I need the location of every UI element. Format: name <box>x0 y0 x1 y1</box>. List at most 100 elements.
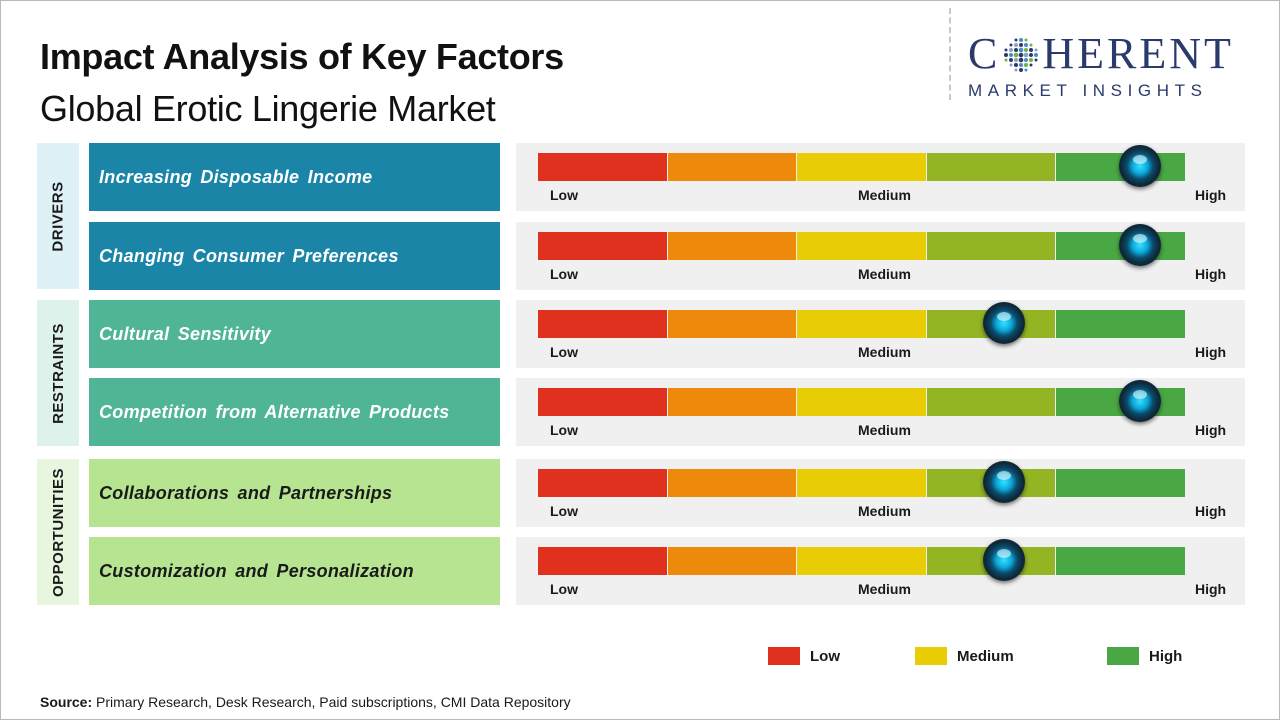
scale-label-low: Low <box>550 581 578 597</box>
logo-dot <box>1014 68 1018 72</box>
impact-marker <box>983 302 1026 344</box>
scale-label-low: Low <box>550 187 578 203</box>
logo-dot <box>1019 67 1024 72</box>
group-label-opportunities: OPPORTUNITIES <box>37 459 79 605</box>
source-label: Source: <box>40 694 93 710</box>
logo-dot <box>1019 42 1024 47</box>
scale-label-low: Low <box>550 266 578 282</box>
logo-dot <box>1024 57 1029 62</box>
factor-label: Customization and Personalization <box>89 537 500 605</box>
logo-dot <box>1019 47 1024 53</box>
gauge-segment <box>667 153 796 181</box>
legend-label-low: Low <box>810 647 840 665</box>
logo-dot <box>1009 52 1014 57</box>
scale-label-high: High <box>1195 422 1227 438</box>
scale-label-medium: Medium <box>858 187 911 203</box>
factor-label: Cultural Sensitivity <box>89 300 500 368</box>
group-label-text: DRIVERS <box>49 180 67 252</box>
logo-dot <box>1019 57 1024 63</box>
scale-label-high: High <box>1195 581 1227 597</box>
logo-tagline: MARKET INSIGHTS <box>968 80 1208 100</box>
source-note: Source: Primary Research, Desk Research,… <box>40 694 571 710</box>
logo-dot <box>1009 47 1014 52</box>
scale-label-low: Low <box>550 344 578 360</box>
logo-dot <box>1014 62 1019 67</box>
scale-label-high: High <box>1195 187 1227 203</box>
legend-swatch-medium <box>915 647 947 665</box>
impact-gauge: Low Medium High <box>516 143 1245 211</box>
impact-marker <box>983 461 1026 503</box>
legend-swatch-low <box>768 647 800 665</box>
gauge-segment <box>797 388 926 416</box>
factor-label: Changing Consumer Preferences <box>89 222 500 290</box>
group-label-text: OPPORTUNITIES <box>49 467 67 597</box>
logo-dot <box>1029 47 1034 52</box>
logo-dot <box>1014 52 1019 58</box>
logo-dot <box>1009 43 1013 47</box>
logo-dot <box>1004 52 1009 57</box>
logo-dot <box>1029 52 1034 57</box>
logo-dot <box>1009 57 1014 62</box>
scale-label-medium: Medium <box>858 266 911 282</box>
gauge-segment <box>538 310 667 338</box>
scale-label-low: Low <box>550 503 578 519</box>
source-text: Primary Research, Desk Research, Paid su… <box>92 694 571 710</box>
company-logo: C HERENT MARKET INSIGHTS <box>968 32 1263 102</box>
gauge-segment <box>926 232 1055 260</box>
gauge-segment <box>926 388 1055 416</box>
logo-dot <box>1009 63 1013 67</box>
logo-dots-icon <box>1004 37 1039 72</box>
logo-dot <box>1029 43 1033 47</box>
factor-label: Increasing Disposable Income <box>89 143 500 211</box>
logo-dot <box>1019 37 1024 42</box>
gauge-segment <box>667 388 796 416</box>
impact-marker <box>1119 380 1162 422</box>
logo-dot <box>1004 58 1008 62</box>
gauge-segment <box>797 153 926 181</box>
gauge-segment <box>538 232 667 260</box>
logo-divider <box>949 8 951 100</box>
logo-dot <box>1014 57 1019 62</box>
gauge-segment <box>1056 547 1185 575</box>
impact-marker <box>1119 145 1162 187</box>
legend-label-high: High <box>1149 647 1183 665</box>
scale-label-medium: Medium <box>858 422 911 438</box>
gauge-segment <box>797 310 926 338</box>
logo-dot <box>1024 42 1029 47</box>
legend-item-medium: Medium <box>915 647 1014 665</box>
gauge-segment <box>538 388 667 416</box>
gauge-segment <box>797 469 926 497</box>
logo-dot <box>1034 48 1038 52</box>
factor-label: Competition from Alternative Products <box>89 378 500 446</box>
logo-dot <box>1034 52 1039 57</box>
impact-gauge: Low Medium High <box>516 300 1245 368</box>
impact-gauge: Low Medium High <box>516 222 1245 290</box>
gauge-segment <box>1056 310 1185 338</box>
impact-marker <box>983 539 1026 581</box>
scale-label-high: High <box>1195 266 1227 282</box>
scale-label-medium: Medium <box>858 503 911 519</box>
impact-gauge: Low Medium High <box>516 459 1245 527</box>
scale-label-high: High <box>1195 503 1227 519</box>
logo-letter-c: C <box>968 29 1001 78</box>
logo-dot <box>1024 38 1028 42</box>
logo-dot <box>1014 47 1019 52</box>
logo-dot <box>1019 62 1024 67</box>
gauge-segment <box>1056 469 1185 497</box>
scale-label-high: High <box>1195 344 1227 360</box>
gauge-segment <box>667 547 796 575</box>
gauge-segment <box>538 153 667 181</box>
logo-wordmark: C HERENT <box>968 32 1263 78</box>
gauge-segment <box>538 469 667 497</box>
logo-dot <box>1014 42 1019 47</box>
gauge-segment <box>667 469 796 497</box>
logo-letters-herent: HERENT <box>1042 29 1234 78</box>
factor-label: Collaborations and Partnerships <box>89 459 500 527</box>
logo-dot <box>1019 52 1024 58</box>
legend-item-high: High <box>1107 647 1182 665</box>
gauge-segment <box>667 232 796 260</box>
logo-dot <box>1034 58 1038 62</box>
gauge-segment <box>797 232 926 260</box>
logo-dot <box>1029 63 1033 67</box>
logo-dot <box>1004 48 1008 52</box>
